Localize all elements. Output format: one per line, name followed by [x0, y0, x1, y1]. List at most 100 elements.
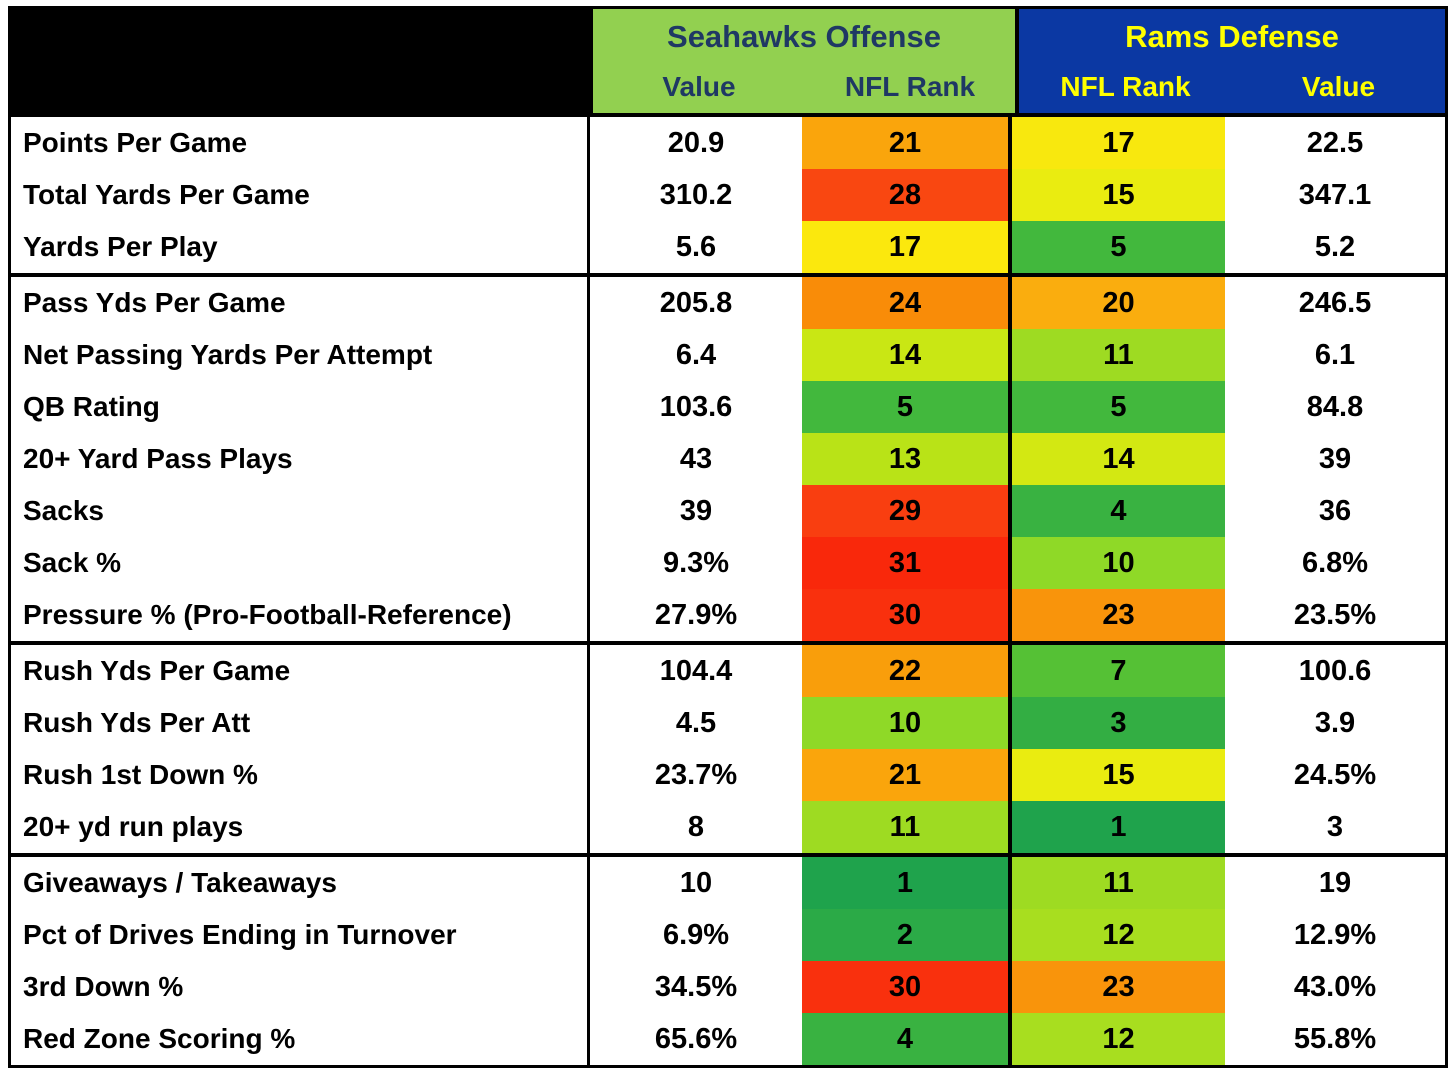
- seahawks-value-cell: 65.6%: [654, 1023, 738, 1055]
- table-row: 20+ Yard Pass Plays 43 13 14 39: [11, 433, 1445, 485]
- seahawks-rank-cell: 21: [802, 117, 1012, 169]
- section-passing: Pass Yds Per Game 205.8 24 20 246.5 Net …: [11, 273, 1445, 641]
- table-row: Giveaways / Takeaways 10 1 11 19: [11, 857, 1445, 909]
- metric-label: Yards Per Play: [11, 221, 590, 273]
- seahawks-value-cell: 4.5: [675, 707, 717, 739]
- table-row: Total Yards Per Game 310.2 28 15 347.1: [11, 169, 1445, 221]
- metric-label: 20+ yd run plays: [11, 801, 590, 853]
- rams-rank-cell: 10: [1012, 537, 1225, 589]
- metric-label: Pressure % (Pro-Football-Reference): [11, 589, 590, 641]
- rams-rank-cell: 17: [1012, 117, 1225, 169]
- rams-rank-cell: 5: [1012, 381, 1225, 433]
- rams-value-cell: 3: [1326, 811, 1344, 843]
- rams-rank-cell: 1: [1012, 801, 1225, 853]
- seahawks-rank-cell: 21: [802, 749, 1012, 801]
- seahawks-value-cell: 8: [687, 811, 705, 843]
- metric-label: Pct of Drives Ending in Turnover: [11, 909, 590, 961]
- rams-rank-col-header: NFL Rank: [1060, 71, 1191, 102]
- table-row: Net Passing Yards Per Attempt 6.4 14 11 …: [11, 329, 1445, 381]
- rams-rank-cell: 23: [1012, 589, 1225, 641]
- table-row: QB Rating 103.6 5 5 84.8: [11, 381, 1445, 433]
- seahawks-value-cell: 103.6: [659, 391, 733, 423]
- seahawks-rank-cell: 1: [802, 857, 1012, 909]
- seahawks-value-cell: 5.6: [675, 231, 717, 263]
- rams-value-cell: 84.8: [1306, 391, 1364, 423]
- metric-label: Red Zone Scoring %: [11, 1013, 590, 1065]
- seahawks-value-cell: 27.9%: [654, 599, 738, 631]
- seahawks-rank-cell: 10: [802, 697, 1012, 749]
- rams-rank-cell: 11: [1012, 329, 1225, 381]
- seahawks-value-cell: 39: [679, 495, 713, 527]
- seahawks-rank-col-header: NFL Rank: [844, 71, 976, 102]
- rams-rank-cell: 3: [1012, 697, 1225, 749]
- rams-value-cell: 39: [1318, 443, 1352, 475]
- rams-rank-cell: 14: [1012, 433, 1225, 485]
- metric-label: QB Rating: [11, 381, 590, 433]
- table-row: Sacks 39 29 4 36: [11, 485, 1445, 537]
- seahawks-rank-cell: 29: [802, 485, 1012, 537]
- metric-label: 3rd Down %: [11, 961, 590, 1013]
- rams-value-cell: 22.5: [1306, 127, 1364, 159]
- seahawks-rank-cell: 24: [802, 277, 1012, 329]
- rams-value-cell: 6.1: [1314, 339, 1356, 371]
- rams-title: Rams Defense: [1125, 19, 1339, 54]
- table-row: Pct of Drives Ending in Turnover 6.9% 2 …: [11, 909, 1445, 961]
- metric-label: Giveaways / Takeaways: [11, 857, 590, 909]
- seahawks-rank-cell: 31: [802, 537, 1012, 589]
- table-row: Pass Yds Per Game 205.8 24 20 246.5: [11, 277, 1445, 329]
- metric-label: Sacks: [11, 485, 590, 537]
- rams-rank-cell: 12: [1012, 909, 1225, 961]
- rams-rank-cell: 23: [1012, 961, 1225, 1013]
- seahawks-rank-cell: 28: [802, 169, 1012, 221]
- rams-value-cell: 23.5%: [1293, 599, 1377, 631]
- rams-rank-cell: 20: [1012, 277, 1225, 329]
- rams-header: Rams Defense NFL Rank Value: [1019, 9, 1445, 113]
- rams-value-cell: 19: [1318, 867, 1352, 899]
- seahawks-title: Seahawks Offense: [667, 19, 941, 54]
- seahawks-rank-cell: 17: [802, 221, 1012, 273]
- corner-cell: [11, 9, 593, 113]
- seahawks-value-cell: 23.7%: [654, 759, 738, 791]
- rams-rank-cell: 4: [1012, 485, 1225, 537]
- seahawks-value-cell: 10: [679, 867, 713, 899]
- rams-value-cell: 36: [1318, 495, 1352, 527]
- rams-value-cell: 24.5%: [1293, 759, 1377, 791]
- section-situational: Giveaways / Takeaways 10 1 11 19 Pct of …: [11, 853, 1445, 1065]
- table-row: Rush 1st Down % 23.7% 21 15 24.5%: [11, 749, 1445, 801]
- seahawks-value-col-header: Value: [662, 71, 736, 102]
- rams-subheader: NFL Rank Value: [1019, 63, 1445, 113]
- metric-label: Rush 1st Down %: [11, 749, 590, 801]
- seahawks-value-cell: 34.5%: [654, 971, 738, 1003]
- metric-label: Rush Yds Per Game: [11, 645, 590, 697]
- seahawks-rank-cell: 22: [802, 645, 1012, 697]
- table-row: Rush Yds Per Att 4.5 10 3 3.9: [11, 697, 1445, 749]
- table-row: Red Zone Scoring % 65.6% 4 12 55.8%: [11, 1013, 1445, 1065]
- seahawks-value-cell: 43: [679, 443, 713, 475]
- seahawks-subheader: Value NFL Rank: [593, 63, 1015, 113]
- table-row: Yards Per Play 5.6 17 5 5.2: [11, 221, 1445, 273]
- metric-label: Pass Yds Per Game: [11, 277, 590, 329]
- table-row: 20+ yd run plays 8 11 1 3: [11, 801, 1445, 853]
- seahawks-value-cell: 205.8: [659, 287, 733, 319]
- seahawks-value-cell: 9.3%: [662, 547, 730, 579]
- metric-label: Rush Yds Per Att: [11, 697, 590, 749]
- rams-rank-cell: 15: [1012, 169, 1225, 221]
- section-rushing: Rush Yds Per Game 104.4 22 7 100.6 Rush …: [11, 641, 1445, 853]
- rams-rank-cell: 12: [1012, 1013, 1225, 1065]
- rams-value-cell: 3.9: [1314, 707, 1356, 739]
- rams-rank-cell: 5: [1012, 221, 1225, 273]
- rams-value-cell: 43.0%: [1293, 971, 1377, 1003]
- rams-rank-cell: 11: [1012, 857, 1225, 909]
- table-header: Seahawks Offense Value NFL Rank Rams Def…: [11, 9, 1445, 113]
- seahawks-rank-cell: 30: [802, 589, 1012, 641]
- seahawks-value-cell: 6.9%: [662, 919, 730, 951]
- rams-value-cell: 347.1: [1298, 179, 1372, 211]
- rams-value-cell: 100.6: [1298, 655, 1372, 687]
- stats-comparison-table: Seahawks Offense Value NFL Rank Rams Def…: [8, 6, 1448, 1068]
- rams-value-cell: 5.2: [1314, 231, 1356, 263]
- metric-label: Points Per Game: [11, 117, 590, 169]
- seahawks-rank-cell: 30: [802, 961, 1012, 1013]
- seahawks-rank-cell: 11: [802, 801, 1012, 853]
- metric-label: Total Yards Per Game: [11, 169, 590, 221]
- table-row: Rush Yds Per Game 104.4 22 7 100.6: [11, 645, 1445, 697]
